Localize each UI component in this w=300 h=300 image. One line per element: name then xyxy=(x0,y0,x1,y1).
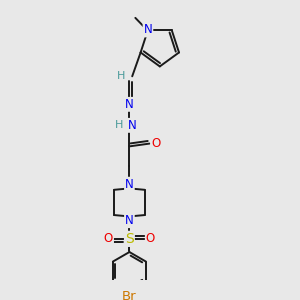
Text: N: N xyxy=(125,178,134,191)
Text: H: H xyxy=(117,71,125,81)
Text: N: N xyxy=(125,98,134,111)
Text: O: O xyxy=(151,137,160,150)
Text: N: N xyxy=(128,119,136,132)
Text: S: S xyxy=(125,232,134,246)
Text: O: O xyxy=(104,232,113,245)
Text: N: N xyxy=(125,214,134,227)
Text: N: N xyxy=(144,23,152,36)
Text: Br: Br xyxy=(122,290,137,300)
Text: O: O xyxy=(146,232,155,245)
Text: H: H xyxy=(115,120,123,130)
